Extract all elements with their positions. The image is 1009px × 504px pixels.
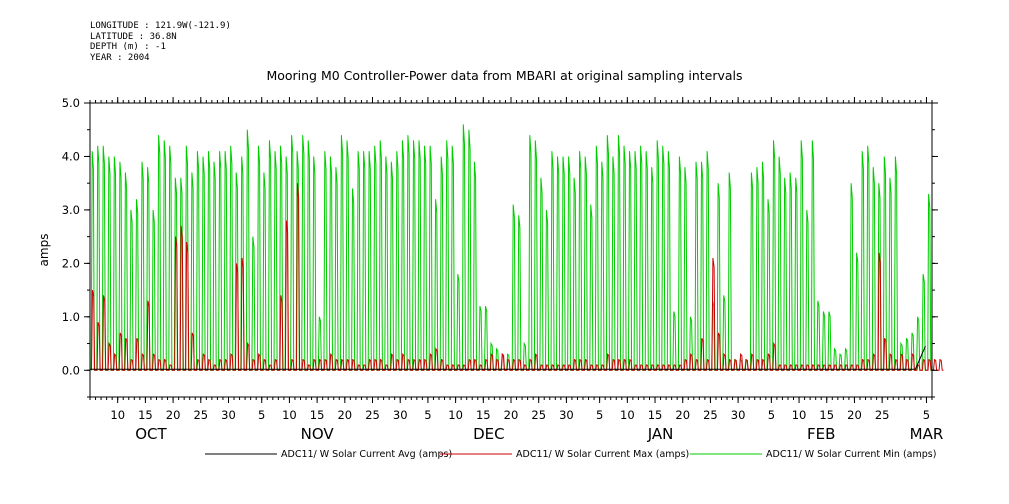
x-tick-label: 20 [847,408,862,422]
x-tick-label: 20 [675,408,690,422]
plot-series-group [90,124,944,371]
x-tick-label: 10 [110,408,125,422]
month-label: JAN [647,425,674,443]
longitude-text: LONGITUDE : 121.9W(-121.9) [90,21,231,31]
y-axis-label: amps [37,234,51,267]
x-tick-label: 5 [923,408,930,422]
x-tick-label: 30 [221,408,236,422]
month-label: FEB [807,425,835,443]
y-tick-label: 1.0 [62,310,80,324]
x-tick-label: 5 [768,408,775,422]
x-tick-label: 10 [792,408,807,422]
x-tick-label: 30 [393,408,408,422]
x-tick-label: 5 [258,408,265,422]
series-max-line [91,183,944,371]
legend-min-label: ADC11/ W Solar Current Min (amps) [766,449,936,460]
x-tick-label: 25 [193,408,208,422]
x-tick-label: 10 [282,408,297,422]
x-tick-label: 10 [448,408,463,422]
y-tick-label: 0.0 [62,363,80,377]
x-tick-label: 5 [424,408,431,422]
latitude-text: LATITUDE : 36.8N [90,31,177,42]
x-tick-label: 25 [365,408,380,422]
legend: ADC11/ W Solar Current Avg (amps) ADC11/ … [205,449,936,460]
month-label: MAR [910,425,944,443]
x-tick-label: 25 [703,408,718,422]
x-tick-label: 15 [310,408,325,422]
x-tick-label: 15 [648,408,663,422]
depth-text: DEPTH (m) : -1 [90,42,166,52]
month-label: OCT [135,425,167,443]
x-tick-label: 25 [531,408,546,422]
x-tick-label: 20 [166,408,181,422]
x-tick-label: 5 [596,408,603,422]
x-tick-label: 15 [476,408,491,422]
chart-title: Mooring M0 Controller-Power data from MB… [266,68,743,83]
series-avg-line [90,346,926,370]
x-tick-label: 15 [819,408,834,422]
y-tick-label: 3.0 [62,203,80,217]
x-tick-label: 25 [875,408,890,422]
x-tick-label: 20 [504,408,519,422]
x-tick-label: 20 [337,408,352,422]
x-tick-label: 10 [620,408,635,422]
dataset-metadata: LONGITUDE : 121.9W(-121.9) LATITUDE : 36… [90,21,231,63]
x-tick-label: 30 [731,408,746,422]
month-label: DEC [473,425,505,443]
x-tick-label: 15 [138,408,153,422]
year-text: YEAR : 2004 [90,52,150,63]
axes-group: 5.0 4.0 3.0 2.0 1.0 0.0 10 15 20 25 30 5 10 15 20 25 30 5… [62,96,944,443]
y-tick-label: 4.0 [62,149,80,163]
legend-avg-label: ADC11/ W Solar Current Avg (amps) [281,449,452,460]
x-tick-label: 30 [559,408,574,422]
y-tick-label: 5.0 [62,96,80,110]
month-label: NOV [301,425,335,443]
series-min-line [90,124,932,371]
legend-max-label: ADC11/ W Solar Current Max (amps) [516,449,689,460]
y-tick-label: 2.0 [62,256,80,270]
